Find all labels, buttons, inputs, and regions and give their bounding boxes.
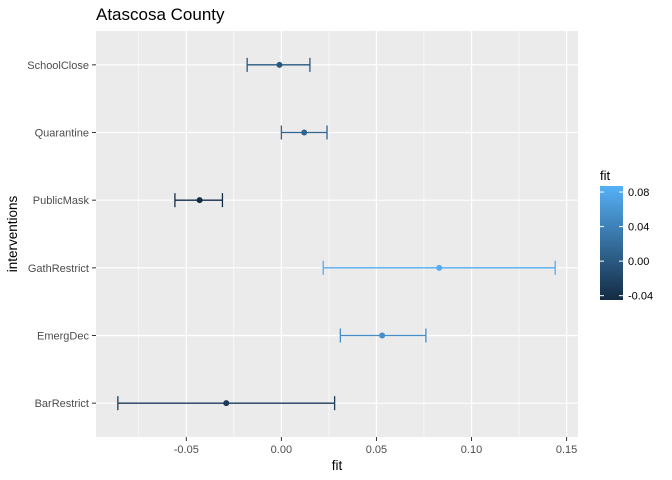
legend-tick-label: 0.08	[628, 187, 649, 199]
legend-tick-label: 0.04	[628, 222, 649, 234]
point-PublicMask	[196, 197, 203, 204]
y-tick-label: EmergDec	[37, 331, 89, 343]
y-tick-label: BarRestrict	[35, 398, 89, 410]
y-axis: SchoolClose Quarantine PublicMask GathRestr…	[27, 60, 96, 410]
x-tick-label: 0.10	[461, 444, 482, 456]
x-tick-label: 0.00	[271, 444, 292, 456]
legend-tick-label: -0.04	[628, 291, 653, 303]
data-marks	[117, 57, 556, 411]
x-tick-label: -0.05	[174, 444, 199, 456]
y-tick-label: GathRestrict	[28, 263, 89, 275]
y-axis-title: interventions	[5, 195, 20, 272]
x-tick-label: 0.15	[556, 444, 577, 456]
point-Quarantine	[301, 129, 308, 136]
point-EmergDec	[379, 332, 386, 339]
plot-panel	[96, 31, 578, 437]
point-SchoolClose	[276, 61, 283, 68]
x-axis: -0.05 0.00 0.05 0.10 0.15	[174, 437, 577, 456]
y-tick-label: SchoolClose	[27, 60, 89, 72]
chart-title: Atascosa County	[96, 5, 225, 24]
legend-tick-label: 0.00	[628, 256, 649, 268]
legend-ticks: -0.04 0.00 0.04 0.08	[600, 187, 653, 303]
y-tick-label: PublicMask	[33, 195, 90, 207]
x-tick-label: 0.05	[366, 444, 387, 456]
legend-colorbar	[600, 186, 623, 300]
point-BarRestrict	[223, 400, 230, 407]
y-tick-label: Quarantine	[35, 128, 89, 140]
color-legend: fit -0.04 0.00 0.04 0.08	[600, 168, 653, 303]
x-axis-title: fit	[332, 458, 343, 473]
point-GathRestrict	[436, 264, 443, 271]
legend-title: fit	[600, 168, 611, 183]
